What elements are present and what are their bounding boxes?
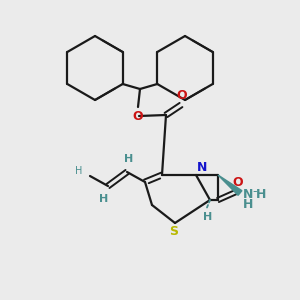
Text: O: O xyxy=(133,110,143,123)
Text: H: H xyxy=(99,194,109,204)
Text: H: H xyxy=(75,166,82,176)
Text: H: H xyxy=(203,212,213,222)
Text: N: N xyxy=(243,188,254,202)
Text: O: O xyxy=(233,176,243,189)
Text: H: H xyxy=(243,199,254,212)
Text: H: H xyxy=(124,154,134,164)
Polygon shape xyxy=(218,175,242,195)
Text: H: H xyxy=(256,188,266,202)
Text: N: N xyxy=(197,161,207,174)
Text: -: - xyxy=(252,185,256,199)
Text: O: O xyxy=(177,89,187,102)
Text: S: S xyxy=(169,225,178,238)
